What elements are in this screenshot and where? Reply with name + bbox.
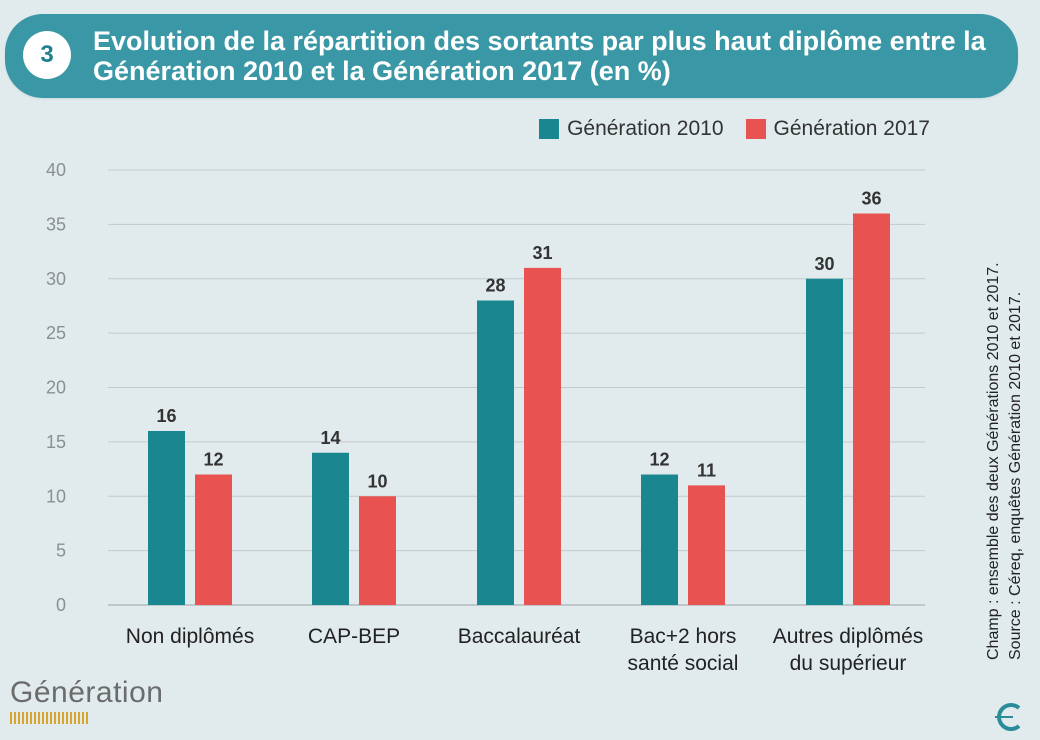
logo-tick	[66, 712, 68, 724]
logo-tick	[42, 712, 44, 724]
x-tick-label: santé social	[628, 652, 739, 675]
bar-gen2010	[477, 300, 514, 605]
figure-number-badge: 3	[23, 31, 71, 79]
title-banner: 3 Evolution de la répartition des sortan…	[5, 14, 1018, 98]
x-tick-label: Non diplômés	[126, 625, 254, 648]
bar-gen2010	[312, 452, 349, 605]
y-tick-label: 35	[46, 214, 66, 234]
x-tick-label: Autres diplômés	[773, 625, 924, 648]
data-label: 30	[814, 254, 834, 274]
x-tick-label: du supérieur	[790, 652, 907, 675]
x-tick-label: CAP-BEP	[308, 625, 400, 648]
y-tick-label: 40	[46, 160, 66, 180]
logo-tick	[58, 712, 60, 724]
data-label: 14	[320, 428, 340, 448]
y-tick-label: 10	[46, 486, 66, 506]
logo-tick	[70, 712, 72, 724]
logo-tick	[78, 712, 80, 724]
legend-item-2010: Génération 2010	[539, 117, 724, 141]
chart-title: Evolution de la répartition des sortants…	[93, 26, 986, 86]
bar-gen2017	[524, 267, 561, 605]
logo-tick	[50, 712, 52, 724]
bar-gen2017	[195, 474, 232, 605]
source-note: Source : Céreq, enquêtes Génération 2010…	[1007, 291, 1024, 660]
logo-tick	[38, 712, 40, 724]
bar-gen2010	[148, 431, 185, 605]
logo-tick	[62, 712, 64, 724]
logo-tick	[86, 712, 88, 724]
legend: Génération 2010 Génération 2017	[517, 117, 930, 141]
data-label: 12	[649, 450, 669, 470]
y-tick-label: 5	[56, 541, 66, 561]
y-tick-label: 15	[46, 432, 66, 452]
logo-tick	[26, 712, 28, 724]
cereq-logo-icon	[995, 703, 1021, 731]
data-label: 28	[485, 276, 505, 296]
bar-gen2017	[359, 496, 396, 605]
logo-tick	[14, 712, 16, 724]
generation-logo-text: Génération	[10, 676, 164, 709]
y-tick-label: 0	[56, 595, 66, 615]
legend-item-2017: Génération 2017	[745, 117, 930, 141]
logo-tick	[22, 712, 24, 724]
bar-gen2017	[853, 213, 890, 605]
logo-tick	[74, 712, 76, 724]
legend-label-2017: Génération 2017	[773, 117, 930, 140]
logo-tick	[30, 712, 32, 724]
x-tick-label: Bac+2 hors	[630, 625, 737, 648]
data-label: 11	[697, 460, 716, 480]
y-tick-label: 25	[46, 323, 66, 343]
data-label: 12	[203, 450, 223, 470]
champ-note: Champ : ensemble des deux Générations 20…	[985, 262, 1002, 660]
data-label: 10	[367, 471, 387, 491]
bar-gen2017	[688, 485, 725, 605]
bar-gen2010	[641, 474, 678, 605]
bar-gen2010	[806, 278, 843, 605]
legend-swatch-2017	[745, 119, 766, 139]
data-label: 31	[532, 243, 552, 263]
x-tick-label: Baccalauréat	[458, 625, 581, 648]
logo-tick	[54, 712, 56, 724]
legend-swatch-2010	[539, 119, 560, 139]
data-label: 16	[156, 406, 176, 426]
logo-tick	[46, 712, 48, 724]
side-note: Champ : ensemble des deux Générations 20…	[975, 200, 1035, 660]
generation-logo-ticks	[10, 712, 163, 724]
legend-label-2010: Génération 2010	[567, 117, 724, 140]
data-label: 36	[861, 189, 881, 209]
logo-tick	[18, 712, 20, 724]
y-tick-label: 30	[46, 269, 66, 289]
y-tick-label: 20	[46, 378, 66, 398]
logo-tick	[82, 712, 84, 724]
logo-tick	[10, 712, 12, 724]
generation-logo: Génération	[10, 676, 163, 724]
logo-tick	[34, 712, 36, 724]
